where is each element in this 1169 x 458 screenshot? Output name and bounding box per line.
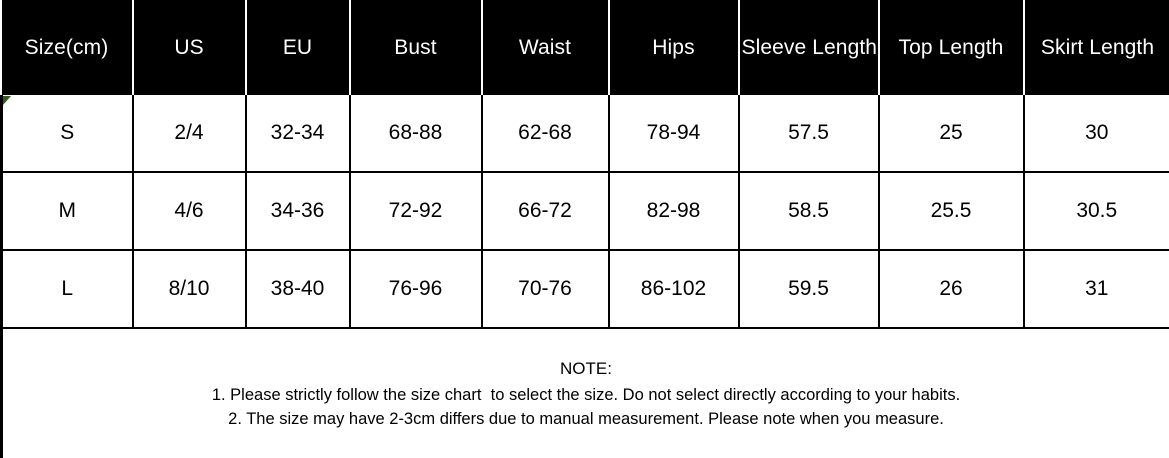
table-header: Size(cm) US EU Bust Waist Hips Sleeve Le…	[1, 0, 1169, 95]
cell-sleeve-length: 58.5	[738, 172, 880, 251]
cell-hips: 86-102	[608, 250, 740, 329]
cell-skirt-length: 30	[1023, 95, 1169, 173]
column-header-skirt-length: Skirt Length	[1023, 0, 1169, 95]
cell-us: 2/4	[132, 95, 247, 173]
cell-size: L	[0, 250, 134, 329]
note-line-1: 1. Please strictly follow the size chart…	[211, 385, 961, 404]
cell-us: 4/6	[132, 172, 247, 251]
cell-skirt-length: 30.5	[1023, 172, 1169, 251]
cell-top-length: 25	[878, 95, 1025, 173]
table-row: L 8/10 38-40 76-96 70-76 86-102 59.5 26 …	[0, 250, 1169, 329]
cell-eu: 32-34	[245, 95, 351, 173]
header-row: Size(cm) US EU Bust Waist Hips Sleeve Le…	[1, 0, 1169, 95]
cell-sleeve-length: 57.5	[738, 95, 880, 173]
column-header-top-length: Top Length	[878, 0, 1025, 95]
cell-hips: 82-98	[608, 172, 740, 251]
cell-sleeve-length: 59.5	[738, 250, 880, 329]
column-header-sleeve-length: Sleeve Length	[738, 0, 880, 95]
cell-top-length: 25.5	[878, 172, 1025, 251]
note-row: NOTE: 1. Please strictly follow the size…	[0, 328, 1169, 458]
cell-bust: 68-88	[349, 95, 483, 173]
cell-waist: 62-68	[481, 95, 610, 173]
column-header-waist: Waist	[481, 0, 610, 95]
note-title: NOTE:	[560, 359, 612, 378]
table-row: S 2/4 32-34 68-88 62-68 78-94 57.5 25 30	[0, 95, 1169, 173]
note-block: NOTE: 1. Please strictly follow the size…	[3, 329, 1169, 431]
cell-bust: 72-92	[349, 172, 483, 251]
cell-eu: 34-36	[245, 172, 351, 251]
cell-hips: 78-94	[608, 95, 740, 173]
note-cell: NOTE: 1. Please strictly follow the size…	[0, 328, 1169, 458]
column-header-bust: Bust	[349, 0, 483, 95]
column-header-hips: Hips	[608, 0, 740, 95]
column-header-eu: EU	[245, 0, 351, 95]
cell-size: M	[0, 172, 134, 251]
table-row: M 4/6 34-36 72-92 66-72 82-98 58.5 25.5 …	[0, 172, 1169, 251]
column-header-us: US	[132, 0, 247, 95]
cell-bust: 76-96	[349, 250, 483, 329]
column-header-size: Size(cm)	[1, 0, 134, 95]
table-body: S 2/4 32-34 68-88 62-68 78-94 57.5 25 30…	[0, 95, 1169, 458]
cell-waist: 70-76	[481, 250, 610, 329]
cell-size: S	[0, 95, 134, 173]
cell-us: 8/10	[132, 250, 247, 329]
note-line-2: 2. The size may have 2-3cm differs due t…	[228, 409, 944, 428]
cell-skirt-length: 31	[1023, 250, 1169, 329]
cell-top-length: 26	[878, 250, 1025, 329]
cell-eu: 38-40	[245, 250, 351, 329]
cell-waist: 66-72	[481, 172, 610, 251]
